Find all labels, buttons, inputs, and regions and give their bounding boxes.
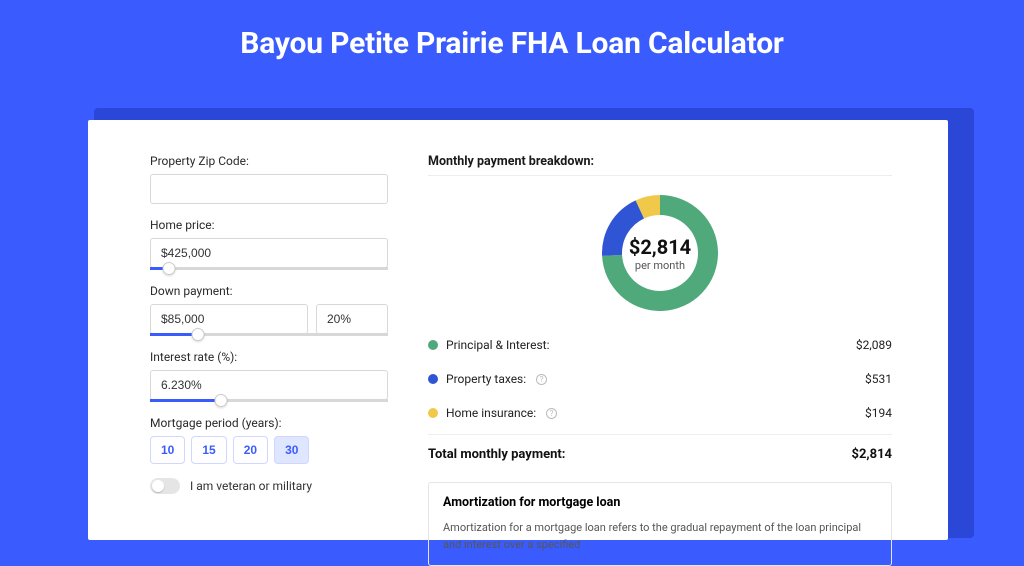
home-price-slider[interactable]	[150, 267, 388, 270]
breakdown-column: Monthly payment breakdown: $2,814 per mo…	[408, 120, 948, 540]
period-btn-10[interactable]: 10	[150, 436, 185, 464]
home-price-label: Home price:	[150, 218, 408, 232]
calculator-card: Property Zip Code: Home price: Down paym…	[88, 120, 948, 540]
total-row: Total monthly payment: $2,814	[428, 434, 892, 474]
total-label: Total monthly payment:	[428, 447, 565, 462]
zip-field-group: Property Zip Code:	[150, 154, 408, 204]
interest-rate-slider-thumb[interactable]	[215, 394, 228, 407]
down-payment-field-group: Down payment:	[150, 284, 408, 336]
donut-chart: $2,814 per month	[428, 178, 892, 328]
donut-center-value: $2,814	[629, 235, 691, 259]
legend-dot	[428, 408, 438, 418]
amortization-box: Amortization for mortgage loan Amortizat…	[428, 482, 892, 566]
breakdown-row: Property taxes:? $531	[428, 362, 892, 396]
legend-dot	[428, 340, 438, 350]
down-payment-label: Down payment:	[150, 284, 408, 298]
zip-input[interactable]	[150, 174, 388, 204]
down-payment-slider-thumb[interactable]	[191, 328, 204, 341]
breakdown-label: Home insurance:	[446, 406, 536, 420]
home-price-slider-thumb[interactable]	[163, 262, 176, 275]
legend-dot	[428, 374, 438, 384]
breakdown-value: $2,089	[856, 338, 892, 352]
period-btn-30[interactable]: 30	[274, 436, 309, 464]
down-payment-pct-input[interactable]	[316, 304, 388, 334]
breakdown-title: Monthly payment breakdown:	[428, 154, 892, 169]
breakdown-label: Property taxes:	[446, 372, 526, 386]
donut-center: $2,814 per month	[629, 235, 691, 272]
divider	[428, 175, 892, 176]
zip-label: Property Zip Code:	[150, 154, 408, 168]
breakdown-label: Principal & Interest:	[446, 338, 550, 352]
amortization-body: Amortization for a mortgage loan refers …	[443, 520, 877, 553]
total-value: $2,814	[852, 447, 893, 462]
period-btn-15[interactable]: 15	[191, 436, 226, 464]
amortization-title: Amortization for mortgage loan	[443, 495, 877, 510]
veteran-toggle-knob	[152, 480, 164, 492]
veteran-toggle-row: I am veteran or military	[150, 478, 408, 494]
info-icon[interactable]: ?	[536, 374, 547, 385]
mortgage-period-field-group: Mortgage period (years): 10152030	[150, 416, 408, 464]
veteran-label: I am veteran or military	[190, 479, 312, 493]
form-column: Property Zip Code: Home price: Down paym…	[88, 120, 408, 540]
page-title: Bayou Petite Prairie FHA Loan Calculator	[0, 0, 1024, 79]
interest-rate-field-group: Interest rate (%):	[150, 350, 408, 402]
interest-rate-input[interactable]	[150, 370, 388, 400]
veteran-toggle[interactable]	[150, 478, 180, 494]
mortgage-period-label: Mortgage period (years):	[150, 416, 408, 430]
interest-rate-label: Interest rate (%):	[150, 350, 408, 364]
down-payment-amount-input[interactable]	[150, 304, 308, 334]
home-price-field-group: Home price:	[150, 218, 408, 270]
home-price-input[interactable]	[150, 238, 388, 268]
donut-center-sub: per month	[629, 259, 691, 272]
down-payment-slider[interactable]	[150, 333, 388, 336]
breakdown-row: Principal & Interest: $2,089	[428, 328, 892, 362]
interest-rate-slider[interactable]	[150, 399, 388, 402]
breakdown-value: $194	[865, 406, 892, 420]
info-icon[interactable]: ?	[546, 408, 557, 419]
breakdown-value: $531	[865, 372, 892, 386]
period-btn-20[interactable]: 20	[233, 436, 268, 464]
breakdown-row: Home insurance:? $194	[428, 396, 892, 430]
